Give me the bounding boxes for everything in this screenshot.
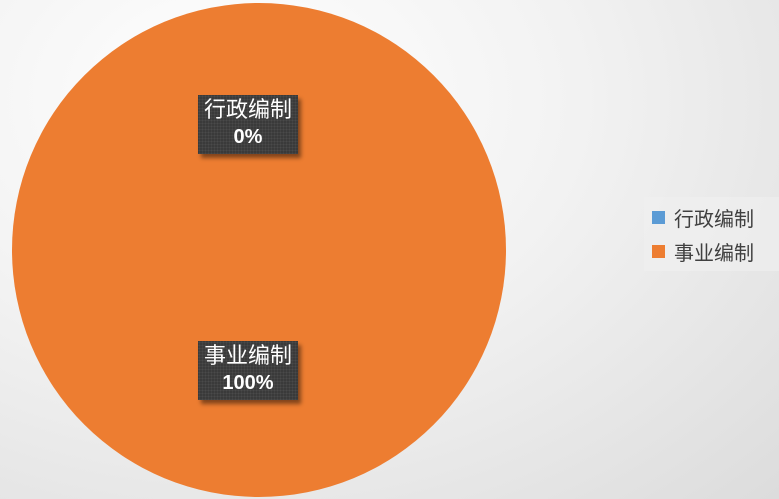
legend-label: 行政编制: [674, 206, 754, 231]
data-label-category: 事业编制: [204, 344, 293, 369]
data-label-percent: 0%: [233, 125, 263, 148]
legend-swatch: [652, 244, 665, 258]
legend-item-administrative: 行政编制: [652, 202, 754, 232]
legend-item-institutional: 事业编制: [652, 236, 754, 266]
legend: 行政编制 事业编制: [644, 197, 779, 271]
legend-swatch: [652, 210, 665, 224]
data-label-administrative: 行政编制 0%: [198, 95, 299, 154]
pie-slice-1: [12, 3, 506, 497]
data-label-percent: 100%: [222, 371, 274, 394]
data-label-institutional: 事业编制 100%: [198, 341, 299, 400]
legend-label: 事业编制: [674, 240, 754, 265]
data-label-category: 行政编制: [204, 98, 293, 123]
